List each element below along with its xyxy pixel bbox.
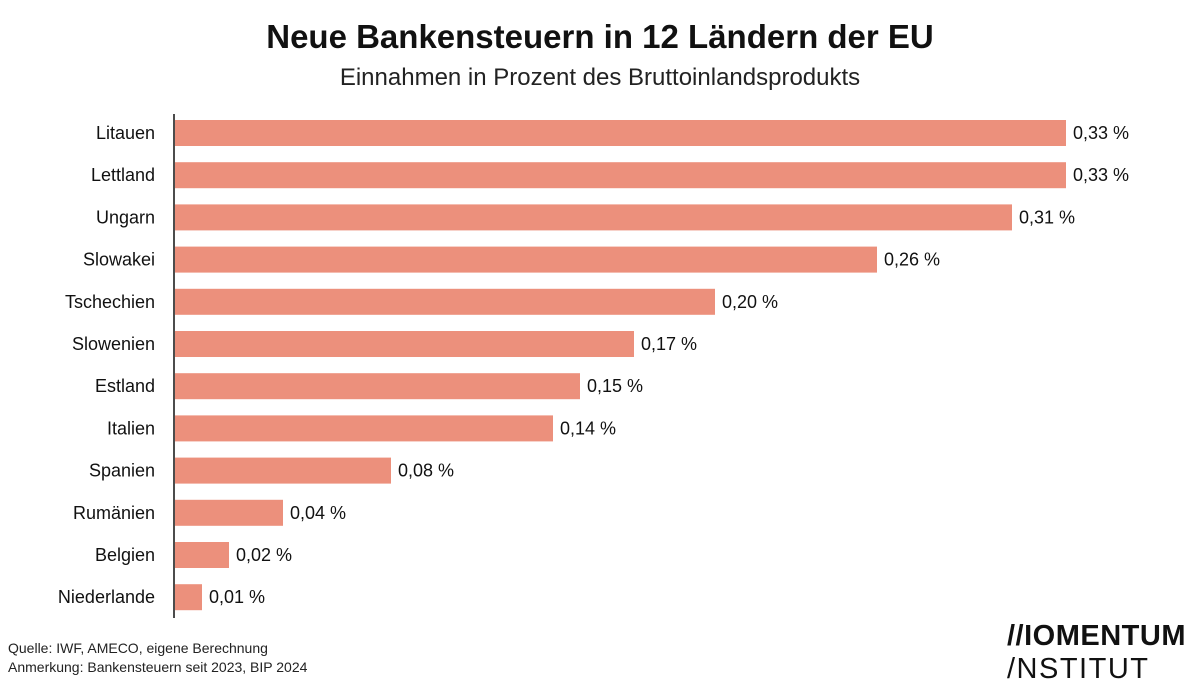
bar-belgien [175,542,229,568]
logo-line-1: //IOMENTUM [1007,620,1186,652]
bar-rumänien [175,499,283,526]
value-label: 0,33 % [1073,123,1129,143]
chart-subtitle: Einnahmen in Prozent des Bruttoinlandspr… [339,64,861,91]
category-label: Italien [107,418,155,438]
source-note: Quelle: IWF, AMECO, eigene Berechnung [8,640,268,656]
category-label: Rumänien [73,503,155,523]
category-label: Ungarn [96,207,155,227]
category-label: Belgien [95,545,155,565]
logo-line-2: /NSTITUT [1007,653,1150,685]
value-label: 0,08 % [398,461,454,481]
bar-spanien [175,457,391,484]
value-label: 0,26 % [884,250,940,270]
chart-title: Neue Bankensteuern in 12 Ländern der EU [266,18,934,55]
bar-ungarn [175,204,1012,231]
category-label: Litauen [96,123,155,143]
bar-lettland [175,162,1066,189]
momentum-institut-logo: //IOMENTUM /NSTITUT [1007,622,1186,684]
category-label: Spanien [89,461,155,481]
category-label: Estland [95,376,155,396]
value-label: 0,15 % [587,376,643,396]
value-label: 0,31 % [1019,207,1075,227]
value-label: 0,04 % [290,503,346,523]
category-label: Slowenien [72,334,155,354]
bar-slowakei [175,246,877,273]
bar-slowenien [175,331,634,357]
value-label: 0,02 % [236,545,292,565]
value-label: 0,33 % [1073,165,1129,185]
category-label: Slowakei [83,250,155,270]
category-label: Tschechien [65,292,155,312]
remark-note: Anmerkung: Bankensteuern seit 2023, BIP … [8,659,308,675]
bar-italien [175,415,553,442]
value-label: 0,14 % [560,418,616,438]
value-label: 0,20 % [722,292,778,312]
bar-estland [175,373,580,400]
bar-tschechien [175,288,715,315]
bar-litauen [175,120,1066,146]
value-label: 0,01 % [209,587,265,607]
category-label: Lettland [91,165,155,185]
category-label: Niederlande [58,587,155,607]
value-label: 0,17 % [641,334,697,354]
bar-niederlande [175,584,202,611]
